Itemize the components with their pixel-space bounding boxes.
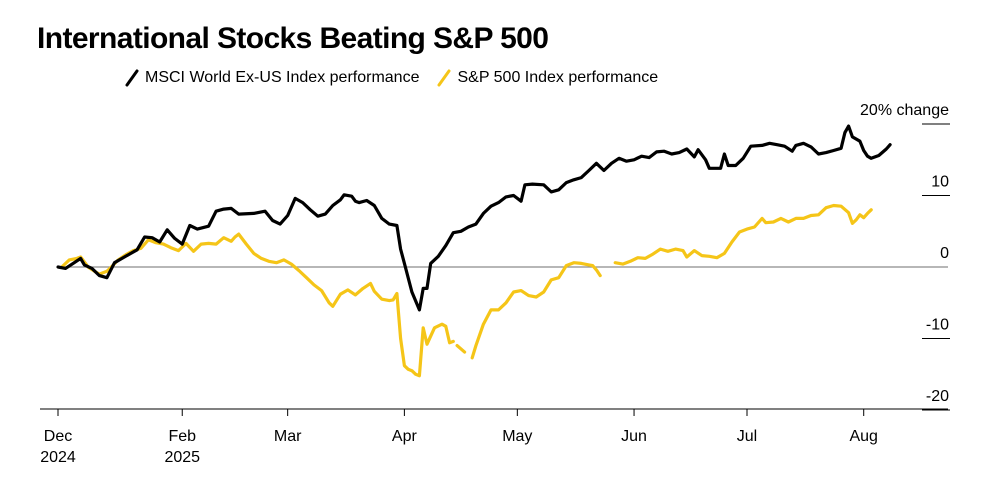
x-axis: Dec 2024 Feb 2025 Mar Apr May Jun Jul Aug xyxy=(40,408,948,466)
series-0-segment-0 xyxy=(56,124,892,312)
chart-title: International Stocks Beating S&P 500 xyxy=(37,22,549,55)
series-0 xyxy=(56,124,892,312)
x-tick-label-4: May xyxy=(502,428,532,445)
y-tick-label-3: -10 xyxy=(926,317,949,334)
series-1-segment-1 xyxy=(455,344,467,354)
x-tick-year-1: 2025 xyxy=(164,449,200,466)
series-lines xyxy=(56,124,892,378)
x-tick-year-0: 2024 xyxy=(40,449,76,466)
x-tick-label-1: Feb xyxy=(168,428,196,445)
legend-label-msci: MSCI World Ex-US Index performance xyxy=(145,69,420,86)
series-1-segment-0 xyxy=(60,232,455,378)
series-1 xyxy=(60,203,873,378)
x-tick-label-2: Mar xyxy=(274,428,302,445)
legend-swatch-sp500 xyxy=(437,69,451,87)
x-tick-label-7: Aug xyxy=(849,428,877,445)
series-1-segment-4 xyxy=(613,203,873,266)
series-1-segment-2 xyxy=(470,261,602,360)
legend-item-sp500: S&P 500 Index performance xyxy=(437,69,658,87)
y-tick-label-0: 20% change xyxy=(860,102,949,119)
y-axis-ticks: 20% change 10 0 -10 -20 xyxy=(62,102,950,411)
y-tick-label-1: 10 xyxy=(931,174,949,191)
x-tick-label-6: Jul xyxy=(737,428,757,445)
x-tick-label-5: Jun xyxy=(621,428,647,445)
y-tick-label-2: 0 xyxy=(940,245,949,262)
legend: MSCI World Ex-US Index performance S&P 5… xyxy=(125,69,658,87)
legend-swatch-msci xyxy=(125,69,139,87)
legend-item-msci: MSCI World Ex-US Index performance xyxy=(125,69,419,87)
x-tick-label-0: Dec xyxy=(44,428,72,445)
y-tick-label-4: -20 xyxy=(926,388,949,405)
legend-label-sp500: S&P 500 Index performance xyxy=(457,69,659,86)
x-tick-label-3: Apr xyxy=(392,428,418,445)
